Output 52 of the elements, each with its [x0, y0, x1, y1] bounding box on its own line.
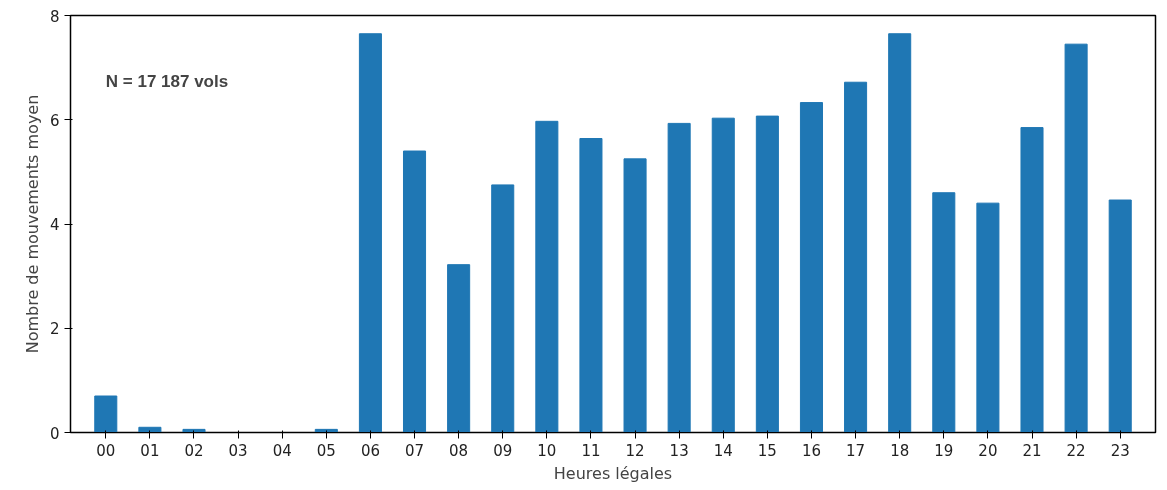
y-tick-label: 6	[49, 111, 60, 130]
bar	[1020, 127, 1044, 433]
x-tick-label: 11	[581, 441, 601, 460]
x-tick-label: 10	[537, 441, 557, 460]
x-tick-label: 13	[669, 441, 689, 460]
y-axis-title: Nombre de mouvements moyen	[22, 94, 42, 354]
x-tick-label: 20	[978, 441, 998, 460]
x-tick-label: 21	[1022, 441, 1042, 460]
x-tick-label: 18	[890, 441, 910, 460]
bar	[623, 158, 647, 433]
bar	[447, 264, 471, 433]
x-tick-label: 12	[625, 441, 645, 460]
bar	[403, 150, 427, 433]
bar	[138, 426, 162, 433]
bar	[1108, 199, 1132, 433]
bar	[94, 395, 118, 433]
bar	[799, 102, 823, 433]
x-tick-label: 23	[1110, 441, 1130, 460]
bar	[667, 122, 691, 433]
bar	[579, 138, 603, 433]
x-tick-label: 06	[360, 441, 380, 460]
bar	[1064, 43, 1088, 433]
bar	[976, 202, 1000, 433]
bar	[888, 33, 912, 433]
x-tick-label: 01	[140, 441, 160, 460]
x-tick-label: 04	[272, 441, 292, 460]
x-tick-label: 00	[96, 441, 116, 460]
x-tick-label: 03	[228, 441, 248, 460]
x-tick-label: 17	[846, 441, 866, 460]
bar	[711, 117, 735, 433]
x-tick-label: 16	[801, 441, 822, 460]
bar	[755, 115, 779, 433]
x-tick-label: 08	[449, 441, 469, 460]
x-tick-label: 22	[1066, 441, 1086, 460]
x-tick-label: 19	[934, 441, 954, 460]
y-tick-label: 4	[49, 216, 60, 234]
x-tick-label: 09	[493, 441, 513, 460]
bar	[535, 120, 559, 433]
y-tick-label: 0	[49, 424, 60, 443]
y-tick-label: 2	[49, 320, 60, 339]
bar	[358, 33, 382, 433]
bar	[844, 81, 868, 433]
x-tick-label: 05	[316, 441, 336, 460]
x-tick-label: 14	[713, 441, 733, 460]
x-axis-title: Heures légales	[553, 463, 673, 483]
bar	[932, 192, 956, 433]
x-tick-label: 02	[184, 441, 204, 460]
x-tick-label: 07	[404, 441, 425, 460]
bar	[491, 184, 515, 433]
y-tick-label: 8	[49, 7, 60, 26]
x-tick-label: 15	[757, 441, 777, 460]
annotation: N = 17 187 vols	[105, 71, 229, 91]
